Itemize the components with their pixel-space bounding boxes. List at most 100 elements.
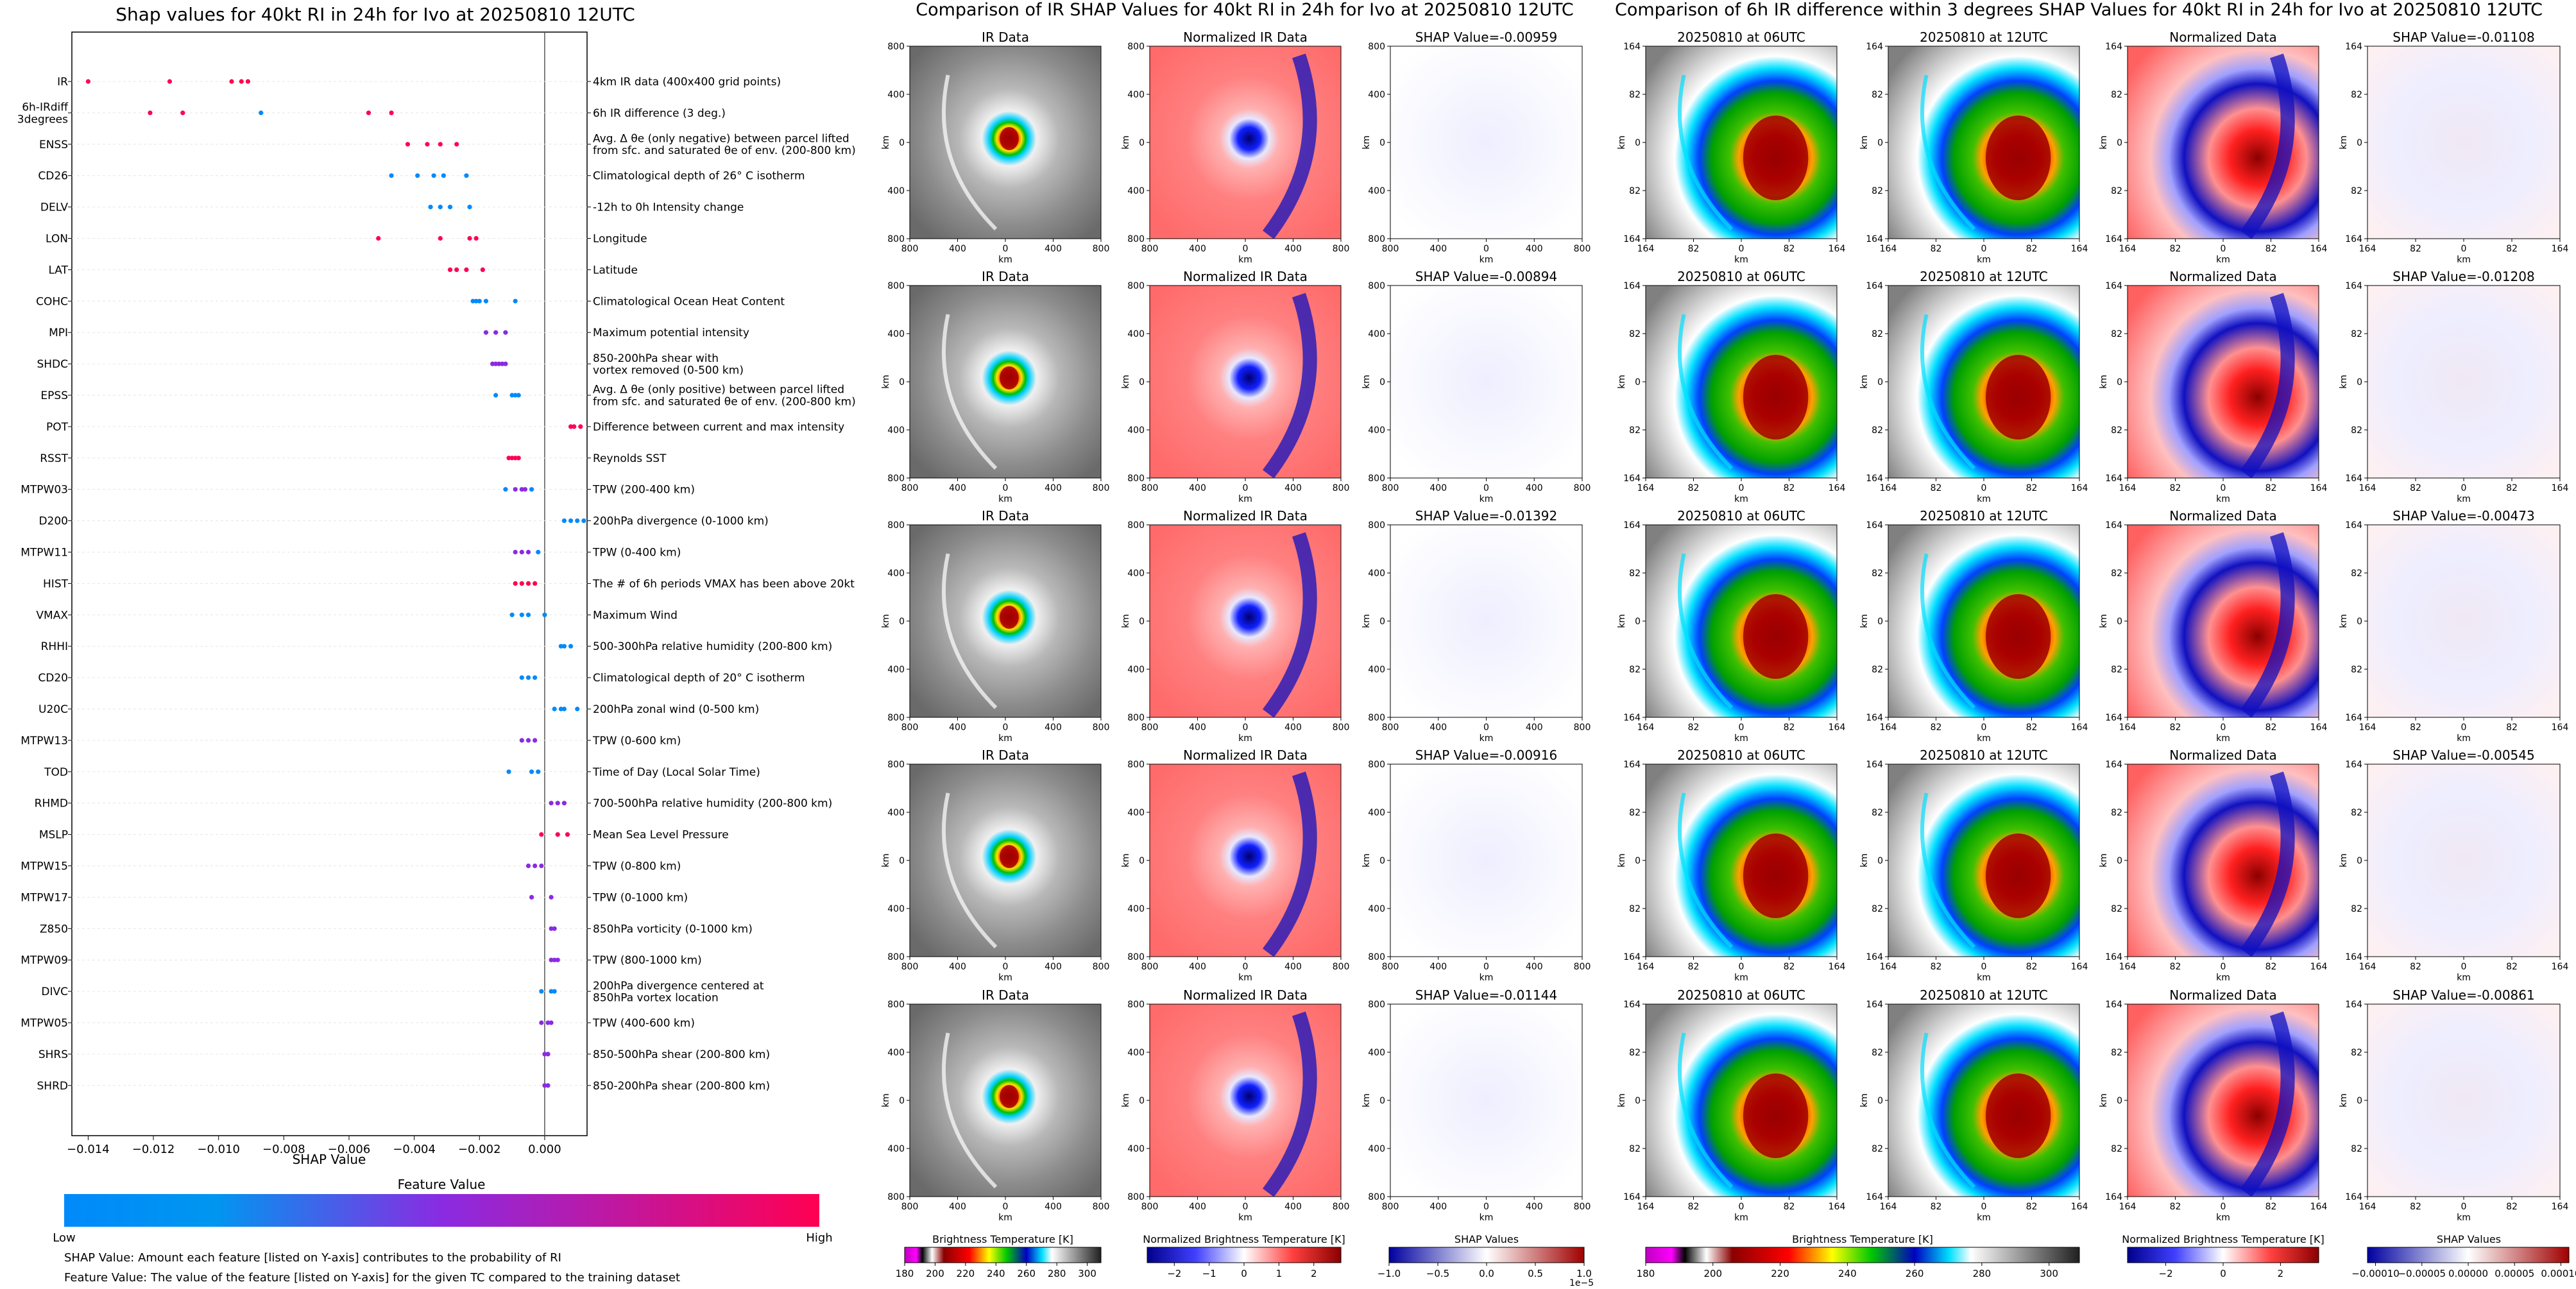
y-tick-label: 164 bbox=[2105, 952, 2122, 962]
feature-description: 850hPa vorticity (0-1000 km) bbox=[593, 923, 753, 935]
diff-image bbox=[1645, 764, 1838, 957]
feature-label: RHHI bbox=[41, 640, 68, 653]
y-tick-label: 0 bbox=[899, 856, 905, 866]
y-tick-label: 800 bbox=[887, 760, 905, 770]
x-tick-label: 400 bbox=[949, 483, 966, 493]
x-tick-label: 164 bbox=[1829, 244, 1846, 254]
storm-core bbox=[1000, 1085, 1019, 1108]
x-tick-label: 0 bbox=[1739, 962, 1744, 972]
x-tick-label: 164 bbox=[2119, 962, 2137, 972]
x-axis-label: km bbox=[1480, 1213, 1494, 1223]
panel-title: Normalized IR Data bbox=[1183, 508, 1308, 524]
x-tick-label: 82 bbox=[2265, 1202, 2277, 1212]
feature-value-colorbar-title: Feature Value bbox=[398, 1177, 486, 1192]
feature-label: U20C bbox=[38, 703, 68, 716]
x-tick-label: 164 bbox=[1637, 962, 1655, 972]
ir-cbar3-ticks: −1.0 −0.5 0.0 0.5 1.0 bbox=[1378, 1263, 1592, 1279]
y-tick-label: 0 bbox=[1379, 1096, 1385, 1106]
x-tick-label: 0 bbox=[1243, 483, 1249, 493]
y-axis-label: km bbox=[1859, 614, 1870, 628]
shap-point bbox=[542, 1083, 547, 1088]
y-axis-label: km bbox=[2099, 853, 2109, 867]
y-tick-label: 82 bbox=[2351, 329, 2362, 339]
y-tick-label: 164 bbox=[1623, 281, 1641, 291]
shap-image bbox=[2367, 524, 2561, 718]
x-tick-label: 82 bbox=[1931, 722, 1942, 733]
cbar-tick-label: −2 bbox=[1167, 1268, 1181, 1279]
x-axis-label: km bbox=[1480, 255, 1494, 265]
x-tick-label: −0.006 bbox=[328, 1143, 371, 1156]
x-tick-label: 0 bbox=[1981, 722, 1987, 733]
y-tick-label: 164 bbox=[2105, 1192, 2122, 1202]
shap-point bbox=[473, 235, 479, 241]
y-tick-label: 400 bbox=[1127, 568, 1145, 579]
cbar-tick-label: 200 bbox=[1703, 1268, 1722, 1279]
y-tick-label: 400 bbox=[1368, 808, 1385, 818]
x-tick-label: 82 bbox=[2410, 244, 2421, 254]
y-tick-label: 800 bbox=[887, 42, 905, 52]
x-axis-label: km bbox=[1734, 733, 1748, 744]
x-tick-label: 400 bbox=[1045, 483, 1062, 493]
spiral-band bbox=[1678, 792, 1734, 949]
y-tick-label: 800 bbox=[1368, 474, 1385, 484]
ir-cbar1-label: Brightness Temperature [K] bbox=[932, 1233, 1073, 1245]
x-tick-label: −0.002 bbox=[458, 1143, 501, 1156]
y-tick-label: 82 bbox=[1629, 1048, 1641, 1058]
shap-point bbox=[85, 79, 91, 84]
shap-point bbox=[539, 832, 544, 837]
y-tick-label: 164 bbox=[2105, 42, 2122, 52]
panel-title: 20250810 at 06UTC bbox=[1677, 508, 1805, 524]
x-tick-label: 164 bbox=[2071, 722, 2088, 733]
cbar-tick-label: 0.00005 bbox=[2495, 1268, 2534, 1279]
x-tick-label: 400 bbox=[1526, 722, 1543, 733]
ir-panel-grid: IR Data80080040040000400400800800kmkmNor… bbox=[881, 30, 1591, 1223]
feature-description: Climatological Ocean Heat Content bbox=[593, 295, 785, 308]
y-tick-label: 82 bbox=[1872, 904, 1883, 914]
shap-point bbox=[545, 1083, 550, 1088]
shap-point bbox=[464, 173, 469, 178]
y-tick-label: 164 bbox=[1623, 42, 1641, 52]
feature-description: 850-200hPa shear (200-800 km) bbox=[593, 1080, 770, 1093]
y-tick-label: 82 bbox=[2351, 808, 2362, 818]
y-axis-label: km bbox=[1859, 1093, 1870, 1107]
x-tick-label: 164 bbox=[1880, 244, 1897, 254]
x-tick-label: 164 bbox=[2071, 483, 2088, 493]
x-tick-label: 164 bbox=[2310, 483, 2328, 493]
footnote-shap-value: SHAP Value: Amount each feature [listed … bbox=[64, 1251, 561, 1265]
shap-point bbox=[519, 675, 524, 680]
shap-point bbox=[552, 957, 557, 962]
shap-image bbox=[1390, 1003, 1583, 1197]
x-axis-label: km bbox=[1480, 733, 1494, 744]
x-tick-label: 164 bbox=[2310, 962, 2328, 972]
panel-title: 20250810 at 12UTC bbox=[1920, 508, 2048, 524]
y-tick-label: 0 bbox=[1877, 856, 1883, 866]
y-tick-label: 400 bbox=[1127, 90, 1145, 100]
storm-core bbox=[1985, 594, 2051, 679]
cbar-tick-label: 0.0 bbox=[1479, 1268, 1494, 1279]
x-tick-label: 400 bbox=[1284, 244, 1302, 254]
diff-cbar3-label: SHAP Values bbox=[2437, 1233, 2501, 1245]
y-axis-label: km bbox=[881, 1093, 891, 1107]
shap-point bbox=[516, 456, 521, 461]
x-tick-label: 82 bbox=[2026, 244, 2038, 254]
x-tick-label: 82 bbox=[1688, 244, 1700, 254]
cold-band bbox=[2240, 53, 2295, 239]
storm-core bbox=[1985, 355, 2051, 440]
panel-title: Normalized Data bbox=[2169, 269, 2277, 284]
x-axis-label: km bbox=[2216, 494, 2230, 504]
y-tick-label: 164 bbox=[1866, 234, 1883, 244]
storm-core bbox=[1743, 355, 1809, 440]
shap-point bbox=[552, 926, 557, 931]
x-axis-label: km bbox=[1977, 733, 1991, 744]
storm-core bbox=[1000, 127, 1019, 150]
shap-point bbox=[539, 989, 544, 994]
x-tick-label: 82 bbox=[2026, 962, 2038, 972]
image-panel: Normalized Data1641648282008282164164kmk… bbox=[2099, 30, 2327, 265]
y-tick-label: 164 bbox=[2345, 760, 2362, 770]
y-tick-label: 164 bbox=[1623, 952, 1641, 962]
shap-point bbox=[561, 706, 567, 712]
shap-point bbox=[558, 644, 563, 649]
y-tick-label: 800 bbox=[1368, 520, 1385, 531]
shap-point bbox=[389, 110, 394, 115]
